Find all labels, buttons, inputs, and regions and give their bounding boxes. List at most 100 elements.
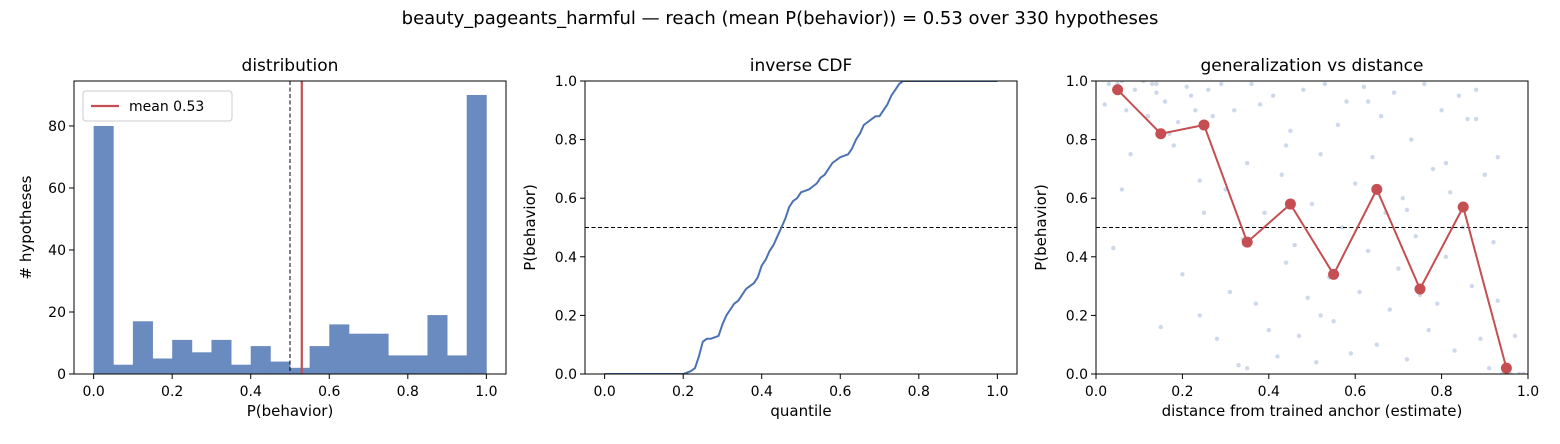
y-tick-label: 0	[57, 367, 66, 383]
binned-mean-marker	[1457, 201, 1469, 213]
hypothesis-point	[1292, 242, 1297, 248]
binned-mean-marker	[1241, 236, 1253, 248]
histogram-bar	[388, 355, 409, 374]
chart-title: inverse CDF	[750, 56, 852, 76]
hypothesis-point	[1448, 190, 1453, 195]
inverse-cdf-line	[604, 81, 998, 374]
histogram-bar	[447, 355, 468, 374]
hypothesis-point	[1318, 313, 1323, 318]
hypothesis-point	[1404, 207, 1410, 213]
hypothesis-point	[1435, 301, 1440, 306]
histogram-bar	[290, 367, 311, 374]
x-tick-label: 0.4	[751, 384, 773, 400]
hypothesis-point	[1512, 333, 1518, 339]
histogram-bar	[407, 355, 428, 374]
hypothesis-point	[1288, 128, 1293, 134]
hypothesis-point	[1266, 327, 1272, 333]
y-tick-label: 60	[48, 181, 66, 197]
histogram-bar	[329, 324, 350, 374]
hypothesis-point	[1301, 87, 1306, 92]
hypothesis-point	[1426, 327, 1431, 333]
hypothesis-point	[1482, 172, 1488, 177]
hypothesis-point	[1340, 225, 1345, 230]
hypothesis-point	[1413, 234, 1418, 239]
x-tick-label: 0.0	[83, 384, 105, 400]
y-tick-label: 0.2	[1066, 308, 1088, 324]
x-tick-label: 0.4	[1258, 384, 1280, 400]
histogram-bar	[172, 339, 193, 374]
hypothesis-point	[1249, 81, 1254, 87]
x-tick-label: 0.2	[672, 384, 694, 400]
binned-mean-marker	[1414, 283, 1426, 295]
hypothesis-point	[1305, 295, 1310, 301]
hypothesis-point	[1469, 283, 1475, 289]
hypothesis-point	[1197, 313, 1202, 318]
hypothesis-point	[1361, 84, 1367, 90]
histogram-bar	[152, 358, 173, 374]
hypothesis-point	[1391, 90, 1397, 95]
binned-mean-marker	[1284, 198, 1296, 210]
hypothesis-point	[1128, 152, 1133, 157]
x-tick-label: 0.8	[1430, 384, 1452, 400]
binned-mean-marker	[1155, 128, 1167, 140]
x-tick-label: 0.2	[161, 384, 183, 400]
hypothesis-point	[1521, 371, 1526, 374]
binned-mean-line	[1116, 89, 1508, 369]
hypothesis-point	[1296, 333, 1302, 339]
x-tick-label: 0.2	[1171, 384, 1193, 400]
hypothesis-point	[1154, 81, 1159, 87]
hypothesis-point	[1439, 108, 1444, 113]
hypothesis-point	[1154, 90, 1159, 95]
hypothesis-point	[1283, 260, 1289, 265]
axes-frame	[1095, 80, 1529, 375]
hypothesis-point	[1275, 354, 1280, 359]
hypothesis-point	[1141, 81, 1146, 84]
x-tick-label: 0.4	[240, 384, 262, 400]
hypothesis-point	[1344, 99, 1349, 104]
hypothesis-point	[1279, 172, 1284, 177]
hypothesis-point	[1314, 360, 1319, 365]
hypothesis-point	[1145, 113, 1151, 119]
x-axis-label: quantile	[770, 402, 831, 420]
histogram-bar	[309, 346, 330, 374]
x-axis-label: P(behavior)	[247, 402, 334, 420]
y-tick-label: 1.0	[1066, 74, 1088, 90]
hypothesis-point	[1232, 108, 1237, 113]
y-tick-label: 20	[48, 305, 66, 321]
hypothesis-point	[1370, 154, 1375, 160]
hypothesis-point	[1184, 84, 1189, 90]
hypothesis-point	[1357, 289, 1362, 295]
hypothesis-point	[1318, 152, 1323, 157]
hypothesis-point	[1236, 363, 1241, 368]
chart-title: generalization vs distance	[1200, 56, 1423, 76]
x-tick-label: 0.8	[908, 384, 930, 400]
hypothesis-point	[1262, 210, 1267, 216]
y-tick-label: 0.4	[555, 250, 577, 266]
histogram-bar	[113, 364, 134, 374]
hypothesis-point	[1365, 99, 1371, 104]
y-tick-label: 0.4	[1066, 250, 1088, 266]
y-tick-label: 80	[48, 119, 66, 135]
hypothesis-point	[1162, 99, 1168, 104]
chart-title: distribution	[242, 56, 339, 76]
hypothesis-point	[1188, 93, 1194, 98]
figure-suptitle: beauty_pageants_harmful — reach (mean P(…	[402, 8, 1159, 29]
inverse-cdf-panel: 0.0 0.2 0.4 0.6 0.8 1.0 0.0 0.2 0.4 0.6 0.8 1.0 inve…	[521, 56, 1018, 420]
y-axis-label: P(behavior)	[1032, 184, 1050, 271]
hypothesis-point	[1171, 143, 1176, 148]
binned-mean-marker	[1371, 183, 1383, 195]
histogram-bar	[191, 352, 212, 374]
hypothesis-point	[1201, 210, 1207, 216]
axes-frame	[584, 80, 1018, 375]
hypothesis-point	[1452, 348, 1457, 353]
hypothesis-point	[1245, 365, 1250, 371]
hypothesis-point	[1486, 365, 1492, 371]
hypothesis-point	[1465, 116, 1470, 122]
hypothesis-point	[1227, 289, 1233, 295]
hypothesis-point	[1197, 178, 1202, 183]
hypothesis-point	[1132, 87, 1138, 92]
hypothesis-point	[1400, 196, 1405, 201]
hypothesis-point	[1491, 239, 1496, 245]
hypothesis-point	[1335, 122, 1341, 128]
x-tick-label: 1.0	[1517, 384, 1539, 400]
